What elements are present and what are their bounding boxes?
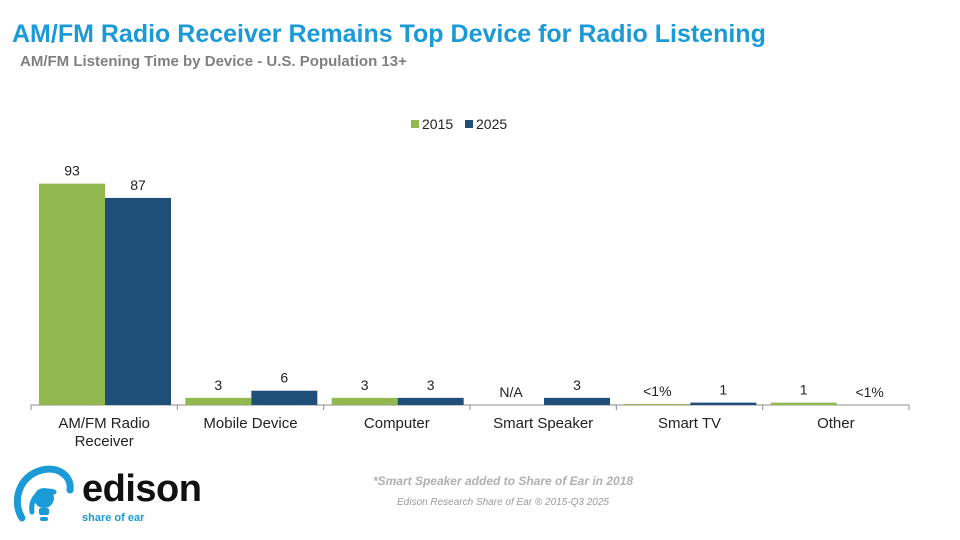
data-label: 1 <box>800 382 808 398</box>
legend-label: 2025 <box>476 116 507 132</box>
category-label: Mobile Device <box>203 415 297 432</box>
bar-2015 <box>331 397 398 405</box>
logo-wordmark: edison <box>82 468 202 510</box>
data-label: <1% <box>855 384 883 400</box>
data-label: 93 <box>64 163 80 179</box>
category-label: Smart TV <box>658 415 721 432</box>
legend-swatch-2025 <box>465 120 473 128</box>
category-label: Smart Speaker <box>493 415 593 432</box>
category-label: Computer <box>364 415 430 432</box>
bar-2015 <box>624 404 691 405</box>
category-label: Other <box>817 415 855 432</box>
bar-2015 <box>185 397 252 405</box>
category-label: Receiver <box>75 433 134 450</box>
bar-2025 <box>251 390 318 405</box>
lightbulb-swoosh-icon <box>13 465 74 522</box>
data-label: 3 <box>427 377 435 393</box>
data-label: 6 <box>280 370 288 386</box>
chart-title: AM/FM Radio Receiver Remains Top Device … <box>12 20 766 48</box>
bar-2025 <box>397 397 464 405</box>
data-label: 1 <box>719 382 727 398</box>
logo-tagline: share of ear <box>82 512 145 524</box>
source-note: Edison Research Share of Ear ® 2015-Q3 2… <box>397 497 609 508</box>
data-label: 87 <box>130 177 146 193</box>
category-label: AM/FM Radio <box>58 415 150 432</box>
chart-subtitle: AM/FM Listening Time by Device - U.S. Po… <box>20 53 407 70</box>
data-label: <1% <box>643 383 671 399</box>
bar-2025 <box>105 197 171 405</box>
data-label: 3 <box>361 377 369 393</box>
footnote: *Smart Speaker added to Share of Ear in … <box>372 474 634 488</box>
bar-2025 <box>690 402 757 405</box>
bar-2015 <box>770 402 837 405</box>
edison-logo: edison share of ear <box>10 462 210 532</box>
legend-swatch-2015 <box>411 120 419 128</box>
data-label: 3 <box>573 377 581 393</box>
data-label: 3 <box>214 377 222 393</box>
bar-2015 <box>39 183 105 405</box>
legend-label: 2015 <box>422 116 453 132</box>
data-label: N/A <box>499 384 523 400</box>
bar-2025 <box>544 397 610 405</box>
